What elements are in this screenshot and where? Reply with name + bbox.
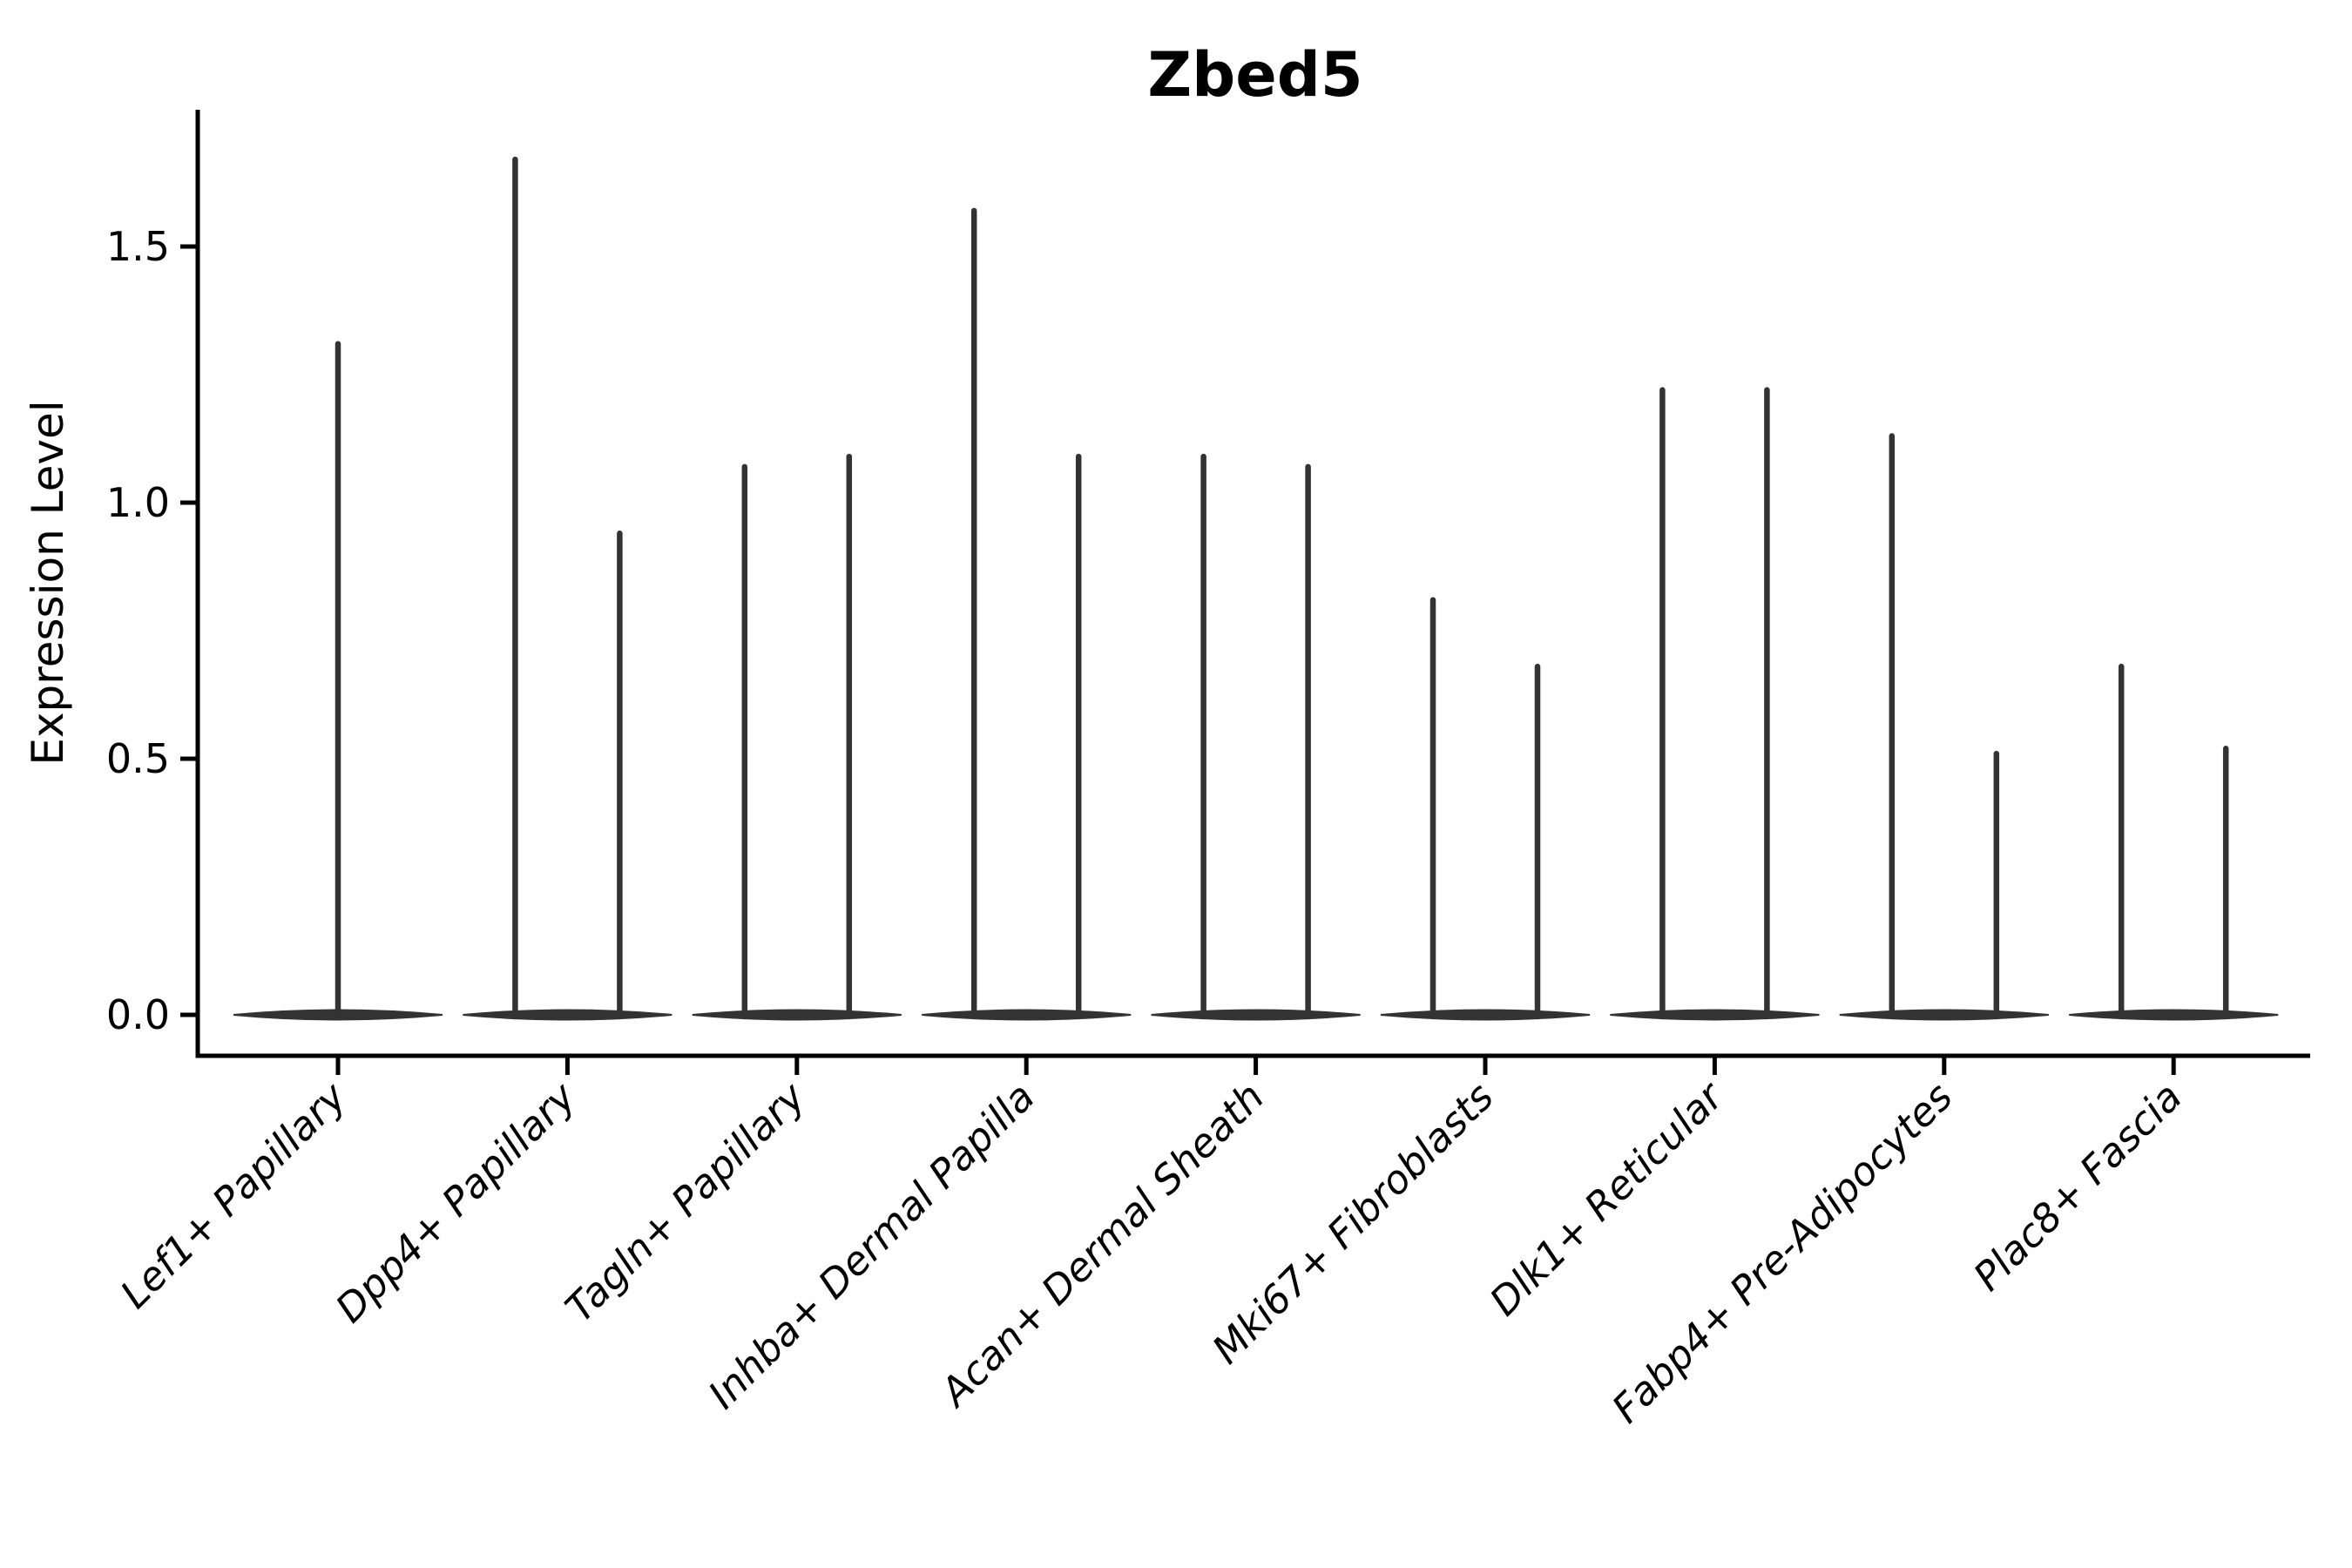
violin-body — [1610, 1009, 1820, 1021]
x-tick-label: Dpp4+ Papillary — [327, 1072, 585, 1331]
chart-title: Zbed5 — [1147, 39, 1362, 111]
y-axis-label: Expression Level — [23, 400, 73, 765]
violin-body — [2069, 1009, 2279, 1021]
violin-body — [1151, 1009, 1361, 1021]
x-tick-label: Plac8+ Fascia — [1964, 1073, 2191, 1300]
x-tick-label: Lef1+ Papillary — [112, 1072, 356, 1317]
y-tick-label: 0.5 — [106, 735, 170, 782]
x-tick-label: Dlk1+ Reticular — [1481, 1072, 1734, 1325]
violin-body — [922, 1009, 1132, 1021]
violin-body — [1839, 1009, 2049, 1021]
y-tick-label: 1.0 — [106, 479, 170, 526]
y-tick-label: 0.0 — [106, 991, 170, 1038]
y-tick-label: 1.5 — [106, 223, 170, 270]
violin-body — [463, 1009, 672, 1021]
x-tick-label: Tagln+ Papillary — [557, 1072, 815, 1331]
violin-body — [692, 1009, 902, 1021]
violin-body — [1380, 1009, 1591, 1021]
